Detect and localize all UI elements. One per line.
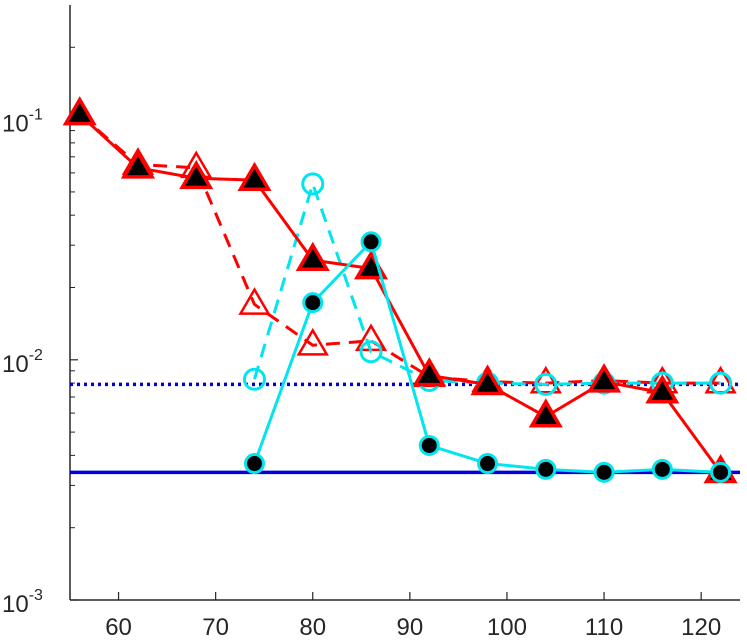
y-tick-label: 10-2 (2, 347, 43, 378)
y-tick-base: 10 (2, 591, 29, 618)
data-point-triangle (412, 357, 447, 387)
x-tick-label: 120 (681, 614, 721, 640)
series-line (78, 113, 722, 474)
data-point-triangle (237, 161, 272, 191)
series-0 (62, 96, 738, 484)
data-point-circle-open (301, 172, 325, 196)
data-point-triangle (528, 398, 563, 428)
x-tick-label: 80 (299, 614, 326, 640)
data-point-circle-open (242, 367, 266, 391)
data-point-triangle (179, 159, 214, 190)
data-point-triangle-open (296, 327, 329, 356)
series-3 (243, 231, 732, 483)
data-point-triangle (587, 363, 622, 393)
data-point-triangle-open (238, 287, 271, 315)
series-line (253, 240, 721, 474)
data-point-circle (593, 461, 615, 483)
data-point-triangle (120, 149, 156, 179)
series-layer (62, 96, 740, 484)
y-tick-exponent: -2 (29, 347, 43, 364)
y-tick-label: 10-3 (2, 587, 43, 618)
data-point-circle-open (359, 340, 383, 364)
y-tick-exponent: -3 (29, 587, 43, 604)
data-point-circle (243, 453, 265, 475)
data-point-circle-open (709, 371, 733, 395)
y-tick-exponent: -1 (29, 107, 43, 124)
data-point-circle (535, 458, 557, 480)
data-point-circle (710, 461, 732, 483)
x-tick-label: 60 (105, 614, 132, 640)
x-tick-label: 90 (397, 614, 424, 640)
data-point-circle (418, 434, 440, 456)
x-tick-label: 70 (202, 614, 229, 640)
data-point-triangle (295, 241, 330, 271)
y-tick-label: 10-1 (2, 107, 43, 138)
data-point-triangle-open (529, 365, 562, 394)
data-point-circle (477, 453, 499, 475)
data-point-triangle (470, 366, 505, 396)
data-point-circle-open (534, 372, 558, 396)
data-point-triangle (645, 374, 680, 404)
x-tick-label: 100 (487, 614, 527, 640)
data-point-circle (302, 292, 324, 314)
x-tick-label: 110 (585, 614, 623, 640)
series-line (253, 182, 721, 386)
data-point-triangle (62, 96, 97, 126)
series-2 (242, 172, 733, 396)
y-tick-base: 10 (2, 351, 29, 378)
data-point-circle (360, 231, 382, 253)
data-point-circle (651, 458, 673, 480)
y-tick-base: 10 (2, 111, 29, 138)
